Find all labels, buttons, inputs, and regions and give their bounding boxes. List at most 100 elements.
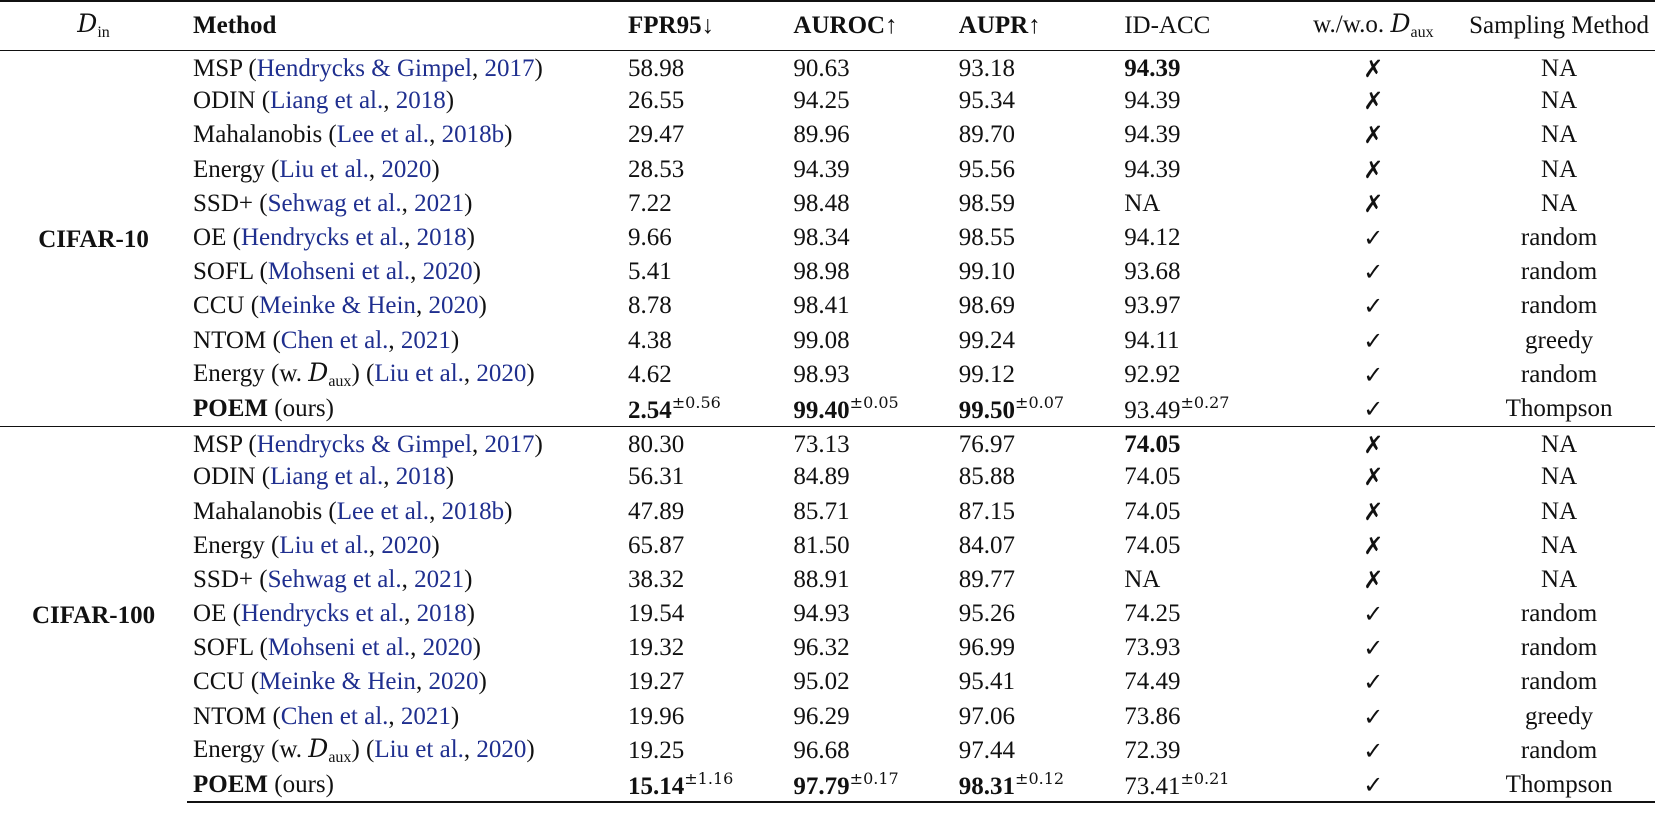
method-cell: CCU (Meinke & Hein, 2020) [193,292,487,320]
auroc-cell: 81.50 [787,529,952,563]
auroc-value: 84.89 [793,463,850,491]
acc-value: 94.39 [1124,121,1181,149]
auroc-cell: 96.68 [787,734,952,768]
header-aux-prefix: w./w.o. [1313,11,1391,39]
fpr-value: 47.89 [628,497,685,525]
aupr-std: ±0.12 [1015,768,1065,788]
method-cell: Energy (w. Daux) (Liu et al., 2020) [193,358,535,391]
method-name: ODIN [193,87,256,115]
header-din-sub: in [97,24,110,42]
cross-icon: ✗ [1363,463,1384,492]
sampling-cell: NA [1541,121,1578,149]
method-cell: Mahalanobis (Lee et al., 2018b) [193,121,513,149]
cross-icon: ✗ [1283,425,1464,461]
fpr-cell: 4.62 [622,358,787,392]
auroc-cell: 95.02 [787,665,952,699]
auroc-value: 98.41 [793,292,850,320]
cross-icon: ✗ [1363,87,1384,116]
method-name-symbol: D [308,358,329,388]
method-cell: SSD+ (Sehwag et al., 2021) [193,189,473,217]
header-row: Din Method FPR95↓ AUROC↑ AUPR↑ ID-ACC w.… [0,0,1655,51]
fpr-value: 19.54 [628,600,685,628]
table-row: CCU (Meinke & Hein, 2020) 19.27 95.02 95.41… [0,665,1655,699]
header-method: Method [187,0,623,51]
citation-link: Liu et al. [374,360,464,388]
table-row: CIFAR-10 MSP (Hendrycks & Gimpel, 2017) 58… [0,50,1655,253]
check-icon: ✓ [1283,767,1464,804]
table-row: ODIN (Liang et al., 2018) 26.55 94.25 95.34… [0,84,1655,118]
method-name: CCU [193,668,245,696]
acc-value: 93.49 [1124,396,1181,424]
sampling-cell: NA [1541,463,1578,491]
method-name: Energy (w. [193,360,309,388]
table-row: Energy (w. Daux) (Liu et al., 2020) 4.62 9… [0,358,1655,392]
fpr-value: 4.62 [628,360,672,388]
fpr-cell: 29.47 [622,118,787,152]
method-cell: SOFL (Mohseni et al., 2020) [193,634,481,662]
fpr-cell: 19.25 [622,734,787,768]
sampling-cell: NA [1541,55,1578,83]
aupr-value: 87.15 [958,497,1016,525]
fpr-cell: 15.14±1.16 [622,767,788,804]
auroc-value: 98.48 [793,189,850,217]
acc-value: NA [1124,189,1161,217]
citation-year: 2020 [422,634,473,662]
aupr-cell: 98.59 [953,187,1118,221]
citation-link: Chen et al. [280,326,389,354]
acc-cell: 73.41±0.21 [1118,767,1284,804]
table-row: SOFL (Mohseni et al., 2020) 5.41 98.98 99.1… [0,255,1655,289]
acc-cell: 72.39 [1118,734,1283,768]
fpr-value: 4.38 [628,326,672,354]
aupr-value: 85.88 [958,463,1016,491]
method-name: MSP [193,55,243,83]
fpr-cell: 5.41 [622,255,787,289]
aupr-cell: 98.31±0.12 [952,767,1119,804]
auroc-cell: 73.13 [787,425,953,461]
table-row: SSD+ (Sehwag et al., 2021) 38.32 88.91 89.7… [0,563,1655,597]
auroc-value: 85.71 [793,497,850,525]
fpr-cell: 8.78 [622,289,787,323]
aupr-std: ±0.07 [1015,392,1065,412]
citation-year: 2018 [416,224,467,252]
acc-value: 73.93 [1124,634,1181,662]
table-row: OE (Hendrycks et al., 2018) 19.54 94.93 95.… [0,597,1655,631]
check-icon: ✓ [1363,258,1384,287]
auroc-cell: 84.89 [787,460,952,494]
aupr-value: 97.44 [958,736,1016,764]
method-cell: Energy (w. Daux) (Liu et al., 2020) [193,734,535,767]
header-aupr: AUPR↑ [952,0,1119,51]
aupr-value: 98.55 [958,224,1016,252]
auroc-value: 81.50 [793,531,850,559]
sampling-cell: random [1520,258,1598,286]
sampling-cell: random [1520,224,1598,252]
aupr-cell: 99.10 [953,255,1118,289]
method-cell: POEM (ours) [187,392,622,426]
aupr-cell: 84.07 [953,529,1118,563]
header-sampling: Sampling Method [1463,0,1655,51]
sampling-cell: NA [1541,189,1578,217]
method-name: Energy [193,531,265,559]
cross-icon: ✗ [1363,497,1384,526]
auroc-std: ±0.17 [849,768,899,788]
method-name: Energy (w. [193,736,309,764]
fpr-cell: 2.54±0.56 [622,392,787,426]
auroc-value: 98.93 [793,360,850,388]
acc-value: 72.39 [1124,736,1181,764]
acc-cell: 94.12 [1118,221,1283,255]
aupr-cell: 96.99 [953,631,1118,665]
fpr-value: 29.47 [628,121,685,149]
fpr-value: 38.32 [628,565,685,593]
sampling-cell: random [1520,292,1598,320]
sampling-cell: random [1520,736,1598,764]
table-row: CCU (Meinke & Hein, 2020) 8.78 98.41 98.69 9… [0,289,1655,323]
aupr-value: 98.31 [958,772,1016,800]
aupr-cell: 99.12 [953,358,1118,392]
acc-cell: 94.39 [1118,118,1283,152]
acc-value: 74.05 [1124,531,1181,559]
aupr-cell: 95.34 [953,84,1118,118]
fpr-value: 19.27 [628,668,685,696]
table-row: Mahalanobis (Lee et al., 2018b) 47.89 85.7… [0,494,1655,528]
dataset-label: CIFAR-100 [0,425,188,803]
check-icon: ✓ [1363,600,1384,629]
fpr-cell: 19.32 [622,631,787,665]
